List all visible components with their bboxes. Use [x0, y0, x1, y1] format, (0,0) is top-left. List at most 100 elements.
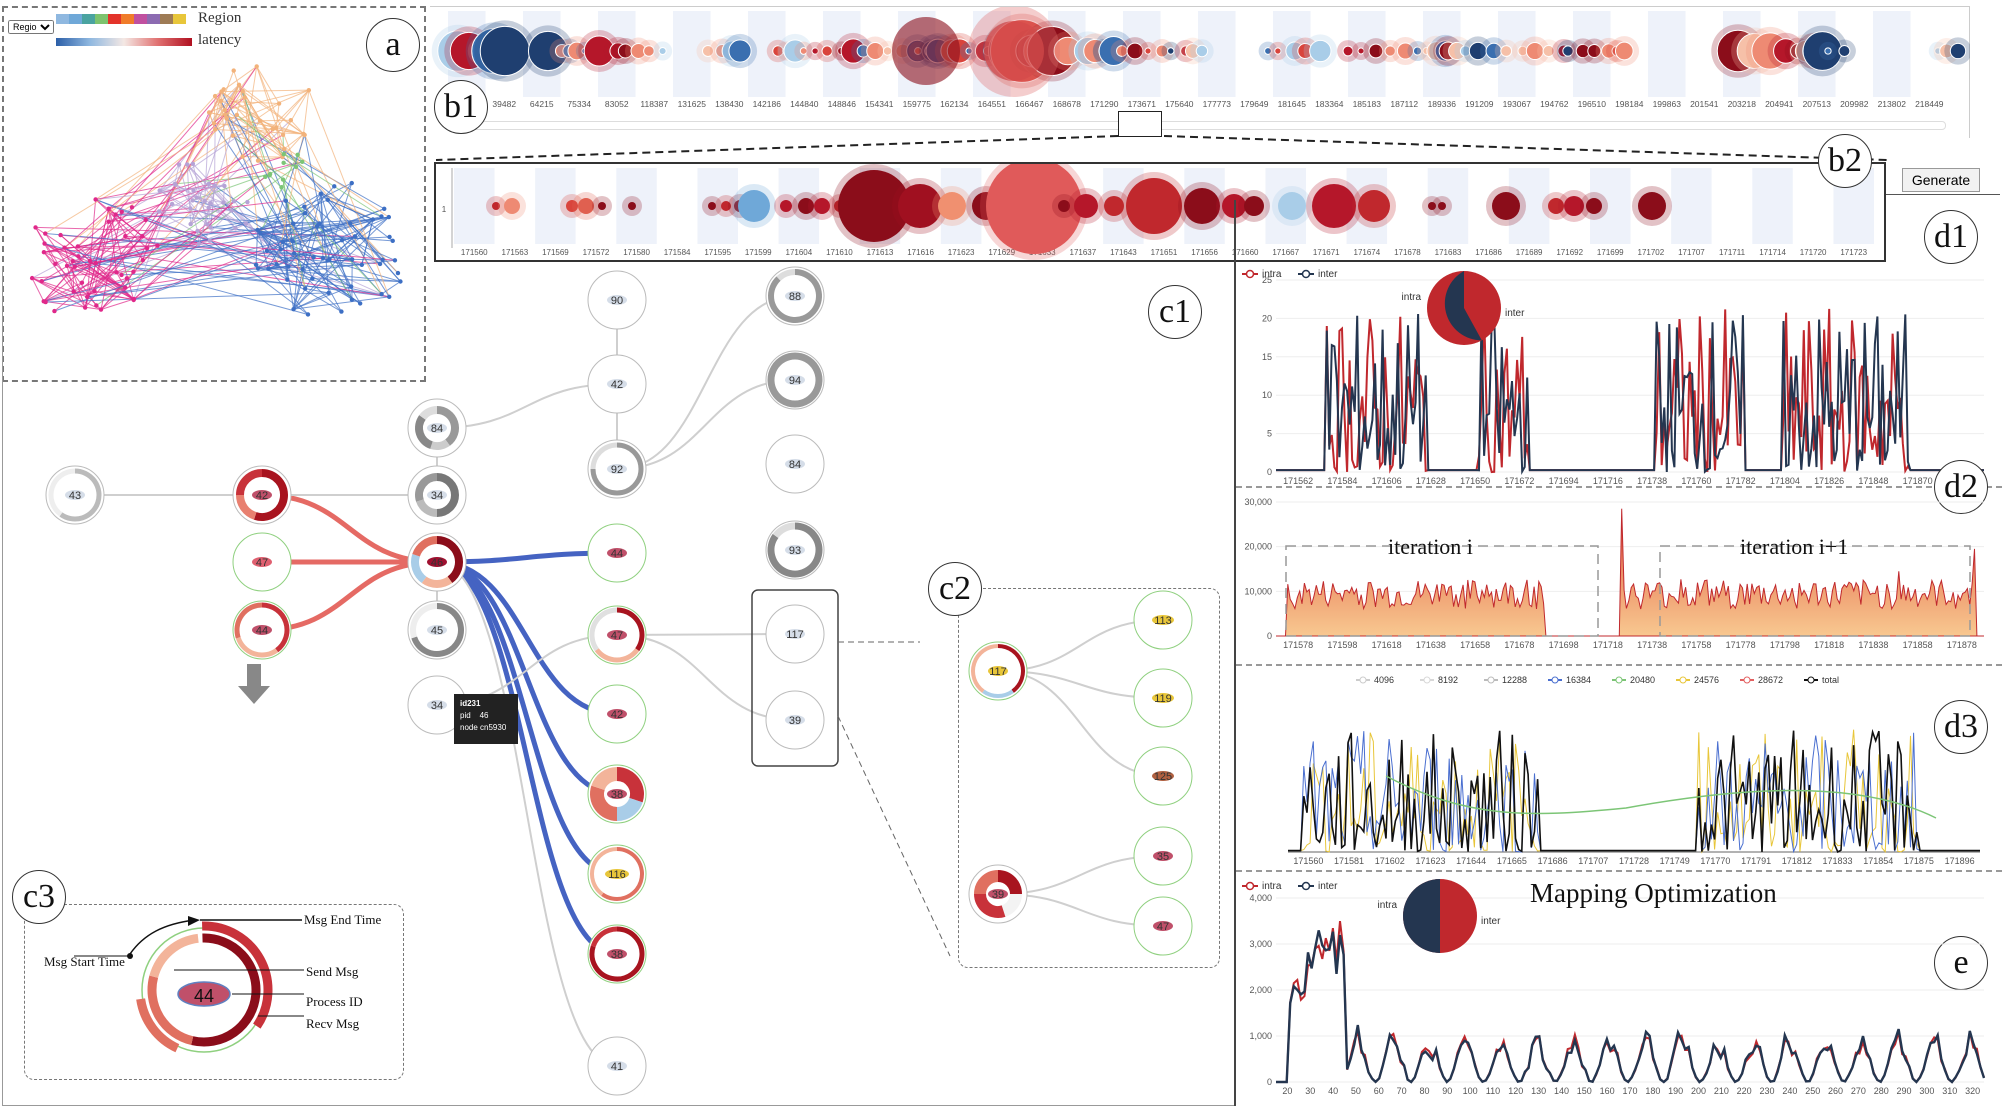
timeline-bubble [984, 21, 1044, 81]
x-tick-label: 171778 [1726, 640, 1756, 650]
graph-node [234, 112, 240, 118]
timeline-band [1648, 11, 1686, 97]
color-mode-select[interactable]: Region [8, 20, 54, 34]
timeline-bubble [1368, 43, 1384, 59]
graph-node [33, 225, 38, 230]
b1-tick: 75334 [567, 99, 591, 109]
node-label: 38 [611, 949, 623, 961]
graph-node [223, 112, 228, 118]
overview-timeline[interactable]: 2749739482642157533483052118387131625138… [430, 7, 1970, 139]
pid-pill [1153, 851, 1173, 861]
graph-edge [320, 193, 382, 217]
d2-volume-chart[interactable]: 171578 171598 171618 171638 171658 171678 1716… [1236, 490, 2000, 666]
detail-bubble [1244, 196, 1264, 216]
brush-selection[interactable] [1118, 111, 1162, 137]
graph-node [302, 132, 307, 138]
graph-node [290, 221, 296, 226]
c3-ring-arc [136, 998, 180, 1053]
d3-size-chart[interactable]: 4096 8192 12288 16384 20480 24576 28672 total 17… [1236, 668, 2000, 868]
graph-node [206, 205, 211, 210]
pid-pill [785, 629, 805, 639]
graph-edge [257, 156, 283, 162]
label-a: a [366, 18, 420, 72]
graph-edge [43, 245, 158, 253]
x-tick-label: 171758 [1681, 640, 1711, 650]
graph-node [140, 233, 145, 239]
x-tick-label: 180 [1645, 1086, 1660, 1096]
b1-tick: 187112 [1390, 99, 1418, 109]
communication-tree[interactable]: 43 42 47 44 84 34 46 45 34 90 42 92 44 47 42 38 116 38 41 8… [0, 266, 1232, 1106]
graph-edge [221, 91, 283, 158]
graph-edge [242, 90, 271, 176]
graph-node [58, 232, 63, 238]
graph-edge [64, 247, 86, 308]
legend-marker [1807, 676, 1815, 684]
pid-pill [607, 709, 627, 719]
node-label: 45 [431, 625, 443, 637]
detail-bubble [1438, 202, 1446, 210]
legend-marker [1743, 676, 1751, 684]
b1-tick: 177773 [1203, 99, 1232, 109]
node-ring [974, 870, 999, 895]
pie-label-intra: intra [1402, 292, 1422, 303]
graph-node [359, 262, 365, 268]
detail-bubble [504, 198, 520, 214]
detail-timeline[interactable]: 1 171560 171563 171569 171572 171580 171584 171… [436, 164, 1884, 260]
x-tick-label: 171848 [1858, 476, 1888, 484]
graph-edge [66, 265, 126, 289]
graph-edge [257, 212, 306, 231]
x-tick-label: 171658 [1460, 640, 1490, 650]
x-tick-label: 171638 [1416, 640, 1446, 650]
volume-area [1276, 508, 1984, 637]
e-mapping-chart[interactable]: intra inter 20 30 40 50 60 70 80 90 100 110 120 130 14… [1236, 874, 2000, 1106]
b1-tick: 138430 [715, 99, 744, 109]
graph-node [143, 217, 148, 223]
iteration-i1-box [1659, 545, 1971, 637]
detail-bubble [566, 200, 578, 212]
graph-node [222, 108, 228, 113]
graph-edge [192, 163, 208, 225]
graph-edge [282, 236, 390, 243]
graph-node [212, 183, 217, 188]
x-tick-label: 171716 [1593, 476, 1623, 484]
b1-tick: 83052 [605, 99, 629, 109]
y-tick-label: 20,000 [1244, 542, 1272, 552]
b2-tick: 171683 [1435, 248, 1462, 257]
timeline-band [1711, 168, 1753, 244]
c2-subtree-panel [958, 588, 1220, 968]
x-tick-label: 171858 [1903, 640, 1933, 650]
label-d1: d1 [1924, 210, 1978, 264]
graph-node [53, 261, 58, 266]
node-tooltip: id231 pid 46 node cn5930 [454, 694, 518, 744]
network-graph[interactable] [4, 50, 424, 380]
graph-node [113, 212, 118, 217]
x-tick-label: 171578 [1283, 640, 1313, 650]
x-tick-label: 40 [1328, 1086, 1338, 1096]
x-tick-label: 171628 [1416, 476, 1446, 484]
timeline-bubble [1838, 45, 1851, 57]
generate-button[interactable]: Generate [1902, 168, 1980, 192]
graph-edge [108, 200, 286, 223]
b1-tick: 118387 [640, 99, 668, 109]
graph-node [288, 118, 294, 123]
b1-tick: 148846 [828, 99, 857, 109]
detail-bubble [1104, 196, 1124, 216]
graph-node [119, 209, 124, 214]
graph-edge [142, 199, 193, 237]
graph-edge [193, 190, 224, 204]
d1-message-count-chart[interactable]: intra inter 171562 171584 171606 171628 171650… [1236, 266, 2000, 484]
node-ring [1001, 893, 1022, 917]
node-ring [590, 442, 618, 470]
graph-edge [43, 300, 102, 311]
x-tick-label: 171718 [1593, 640, 1623, 650]
graph-edge [275, 89, 310, 129]
x-tick-label: 160 [1600, 1086, 1615, 1096]
graph-edge [327, 199, 390, 298]
b1-tick: 199863 [1653, 99, 1682, 109]
timeline-scrollbar[interactable] [450, 121, 1946, 130]
graph-edge [44, 243, 126, 289]
node-ring [974, 893, 1006, 918]
graph-edge [282, 156, 394, 242]
timeline-bubble [1274, 47, 1282, 55]
x-tick-label: 171838 [1858, 640, 1888, 650]
